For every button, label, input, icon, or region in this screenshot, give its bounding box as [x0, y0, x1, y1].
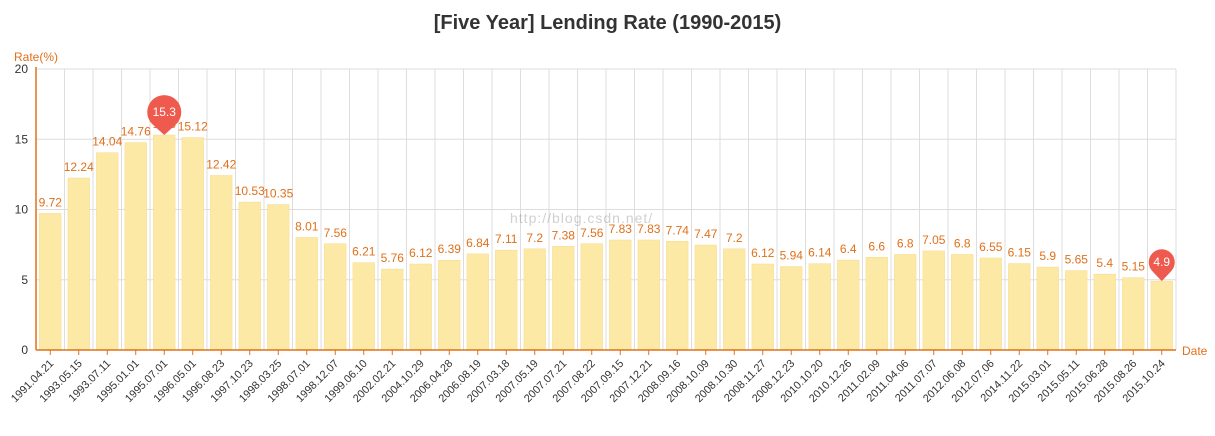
data-label: 6.4 — [840, 242, 857, 256]
bar — [751, 263, 774, 351]
bar — [210, 175, 233, 351]
data-label: 7.74 — [666, 223, 690, 237]
data-label: 7.47 — [694, 227, 718, 241]
bar — [238, 201, 261, 351]
y-tick-label: 20 — [15, 62, 29, 76]
min-marker-pin — [1148, 249, 1175, 282]
bar — [1036, 266, 1059, 351]
bar — [1008, 263, 1031, 351]
data-label: 6.84 — [466, 236, 490, 250]
watermark: http://blog.csdn.net/ — [510, 210, 654, 226]
data-label: 6.6 — [868, 239, 885, 253]
bar — [666, 241, 689, 351]
bar — [922, 250, 945, 351]
data-label: 6.21 — [352, 245, 376, 259]
data-label: 5.9 — [1039, 249, 1056, 263]
bar — [951, 254, 974, 351]
max-marker-pin — [147, 95, 182, 136]
max-marker-label: 15.3 — [153, 105, 177, 119]
bar — [1065, 270, 1088, 351]
data-label: 7.05 — [922, 233, 946, 247]
bar — [552, 246, 575, 351]
bar — [39, 213, 62, 351]
bar — [808, 263, 831, 351]
bar — [352, 262, 375, 351]
x-axis-label: Date — [1182, 344, 1208, 358]
y-tick-label: 0 — [21, 343, 28, 357]
bar — [723, 248, 746, 351]
data-label: 7.56 — [324, 226, 348, 240]
data-label: 6.12 — [751, 246, 775, 260]
y-tick-label: 15 — [15, 132, 29, 146]
bar — [837, 259, 860, 351]
bar — [153, 134, 176, 351]
data-label: 7.2 — [726, 231, 743, 245]
y-tick-label: 5 — [21, 273, 28, 287]
bar — [67, 177, 90, 351]
y-tick-label: 10 — [15, 203, 29, 217]
bar — [409, 263, 432, 351]
bar — [694, 244, 717, 351]
bar — [1150, 280, 1173, 351]
data-label: 6.39 — [438, 242, 462, 256]
y-axis-label: Rate(%) — [14, 50, 59, 64]
bar — [96, 152, 119, 351]
data-label: 7.11 — [495, 232, 518, 246]
data-label: 5.65 — [1065, 253, 1089, 267]
bar — [466, 253, 489, 351]
data-label: 7.83 — [637, 222, 661, 236]
data-label: 14.76 — [121, 125, 151, 139]
bar — [979, 257, 1002, 351]
data-label: 6.12 — [409, 246, 433, 260]
bar — [438, 259, 461, 351]
data-label: 10.53 — [235, 184, 265, 198]
data-label: 6.8 — [954, 236, 971, 250]
data-label: 12.42 — [206, 157, 236, 171]
data-label: 5.94 — [780, 249, 804, 263]
bar — [580, 243, 603, 351]
data-label: 15.12 — [178, 120, 208, 134]
data-label: 8.01 — [295, 219, 319, 233]
data-label: 10.35 — [263, 187, 293, 201]
bar — [267, 204, 290, 351]
data-label: 12.24 — [64, 160, 94, 174]
data-label: 7.38 — [552, 228, 576, 242]
data-label: 7.2 — [526, 231, 543, 245]
bar — [780, 266, 803, 351]
bar — [381, 268, 404, 351]
bar — [295, 237, 318, 351]
bar — [181, 137, 204, 351]
bar — [495, 249, 518, 351]
bar — [124, 142, 147, 351]
bar — [637, 239, 660, 351]
bar — [894, 254, 917, 351]
data-label: 9.72 — [39, 195, 63, 209]
data-label: 7.83 — [609, 222, 633, 236]
chart-title: [Five Year] Lending Rate (1990-2015) — [433, 12, 782, 34]
bar — [523, 248, 546, 351]
data-label: 6.14 — [808, 246, 832, 260]
data-label: 6.55 — [979, 240, 1003, 254]
bar — [1093, 273, 1116, 351]
data-label: 5.4 — [1096, 256, 1113, 270]
bar — [324, 243, 347, 351]
data-label: 6.15 — [1008, 246, 1032, 260]
data-label: 6.8 — [897, 236, 914, 250]
bar — [609, 239, 632, 351]
bar — [865, 257, 888, 351]
data-label: 14.04 — [92, 135, 122, 149]
min-marker-label: 4.9 — [1153, 255, 1170, 269]
data-label: 5.15 — [1122, 260, 1146, 274]
data-label: 5.76 — [381, 251, 405, 265]
data-label: 7.56 — [580, 226, 604, 240]
bar — [1122, 277, 1145, 351]
